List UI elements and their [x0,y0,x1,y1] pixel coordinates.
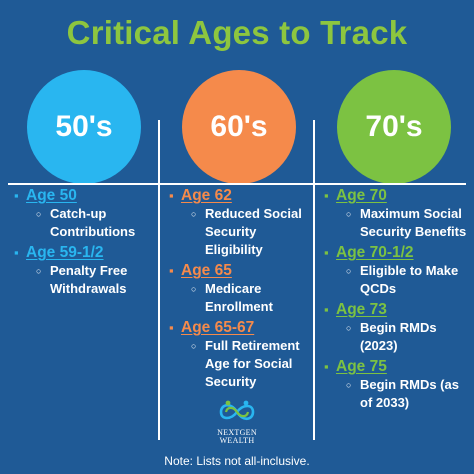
square-bullet-icon: ▪ [169,320,174,335]
age-label: Age 70 [336,187,387,204]
age-item: ▪ Age 59-1/2 [14,243,156,262]
age-detail-text: Medicare Enrollment [205,281,273,314]
circle-50s-label: 50's [55,110,113,143]
age-label: Age 65-67 [181,319,255,336]
circle-bullet-icon: ○ [346,380,352,390]
circle-bullet-icon: ○ [36,266,42,276]
age-detail-text: Full Retirement Age for Social Security [205,338,300,389]
age-item: ▪ Age 70 [324,186,470,205]
circle-bullet-icon: ○ [191,284,197,294]
square-bullet-icon: ▪ [324,359,329,374]
circle-bullet-icon: ○ [346,266,352,276]
vertical-divider-right [313,120,315,440]
square-bullet-icon: ▪ [324,245,329,260]
nextgen-wealth-logo: NEXTGEN WEALTH [213,398,261,448]
age-detail-text: Maximum Social Security Benefits [360,206,467,239]
age-detail: ○ Medicare Enrollment [169,280,311,316]
column-70s: ▪ Age 70 ○ Maximum Social Security Benefits… [324,186,470,414]
circle-bullet-icon: ○ [191,209,197,219]
age-item: ▪ Age 50 [14,186,156,205]
age-label: Age 65 [181,262,232,279]
page-title: Critical Ages to Track [66,14,408,51]
age-item: ▪ Age 75 [324,357,470,376]
square-bullet-icon: ▪ [14,245,19,260]
square-bullet-icon: ▪ [169,188,174,203]
age-item: ▪ Age 73 [324,300,470,319]
column-50s: ▪ Age 50 ○ Catch-up Contributions ▪ Age 59-1/… [14,186,156,300]
square-bullet-icon: ▪ [169,263,174,278]
circle-70s: 70's [337,70,451,184]
age-item: ▪ Age 65 [169,261,311,280]
age-label: Age 73 [336,301,387,318]
age-detail: ○ Reduced Social Security Eligibility [169,205,311,259]
age-item: ▪ Age 65-67 [169,318,311,337]
age-detail: ○ Full Retirement Age for Social Security [169,337,311,391]
age-detail-text: Begin RMDs (2023) [360,320,437,353]
age-detail-text: Penalty Free Withdrawals [50,263,128,296]
age-label: Age 59-1/2 [26,244,104,261]
age-detail: ○ Begin RMDs (as of 2033) [324,376,470,412]
square-bullet-icon: ▪ [324,188,329,203]
circle-60s: 60's [182,70,296,184]
age-label: Age 62 [181,187,232,204]
age-label: Age 50 [26,187,77,204]
square-bullet-icon: ▪ [324,302,329,317]
age-detail: ○ Maximum Social Security Benefits [324,205,470,241]
square-bullet-icon: ▪ [14,188,19,203]
age-detail-text: Catch-up Contributions [50,206,136,239]
age-detail-text: Begin RMDs (as of 2033) [360,377,459,410]
infinity-logo-icon [219,400,255,421]
age-detail-text: Eligible to Make QCDs [360,263,459,296]
age-label: Age 70-1/2 [336,244,414,261]
age-item: ▪ Age 62 [169,186,311,205]
circle-bullet-icon: ○ [346,209,352,219]
circle-bullet-icon: ○ [346,323,352,333]
logo-line-1: NEXTGEN [217,428,257,437]
horizontal-divider [8,183,466,185]
circle-70s-label: 70's [365,110,423,143]
column-60s: ▪ Age 62 ○ Reduced Social Security Eligibil… [169,186,311,393]
circle-60s-label: 60's [210,110,268,143]
vertical-divider-left [158,120,160,440]
age-detail: ○ Begin RMDs (2023) [324,319,470,355]
circle-50s: 50's [27,70,141,184]
circle-bullet-icon: ○ [36,209,42,219]
age-item: ▪ Age 70-1/2 [324,243,470,262]
logo-line-2: WEALTH [219,436,255,445]
age-detail: ○ Penalty Free Withdrawals [14,262,156,298]
age-detail-text: Reduced Social Security Eligibility [205,206,302,257]
age-detail: ○ Catch-up Contributions [14,205,156,241]
circle-bullet-icon: ○ [191,341,197,351]
footnote: Note: Lists not all-inclusive. [164,454,310,468]
age-label: Age 75 [336,358,387,375]
age-detail: ○ Eligible to Make QCDs [324,262,470,298]
